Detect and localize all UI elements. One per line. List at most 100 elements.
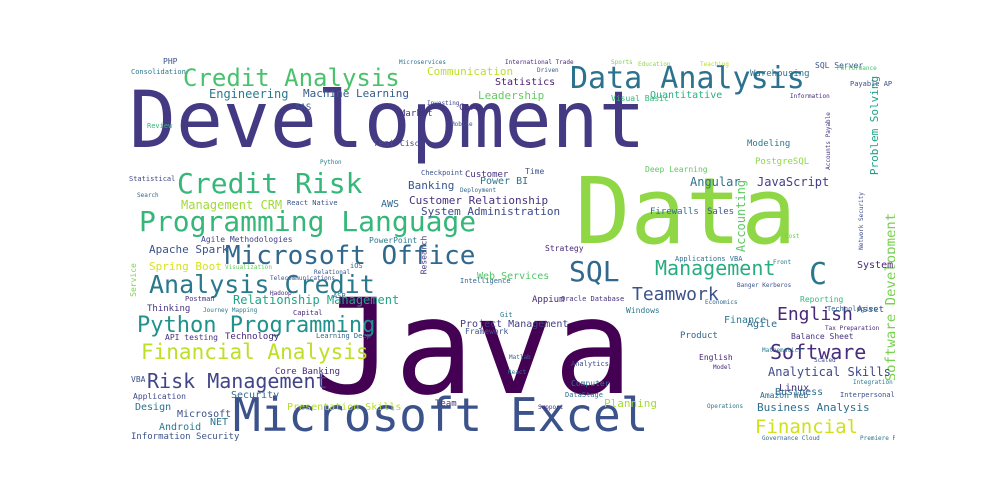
word-sql-server: SQL Server [815,61,864,70]
word-sas: SAS [295,103,312,113]
word-web-services: Web Services [477,271,550,282]
word-telecommunications: Telecommunications [270,275,336,282]
word-ios: iOS [350,262,363,270]
word-relationship-management: Relationship Management [233,293,400,307]
word-amazon-web: Amazon Web [760,391,809,400]
word-international-trade: International Trade [505,59,574,66]
word-sql: SQL [569,255,620,288]
word-visualization: Visualization [225,264,272,271]
word-front: Front [773,259,792,266]
word-product: Product [680,331,718,341]
word-banger-kerberos: Banger Kerberos [737,282,792,289]
word-network-security: Network Security [857,192,865,250]
word-mobile: Mobile [451,121,473,128]
word-interpersonal: Interpersonal [840,391,895,399]
word-analytics: Analytics [571,360,609,368]
word-linux: Linux [779,383,810,394]
word-planning: Planning [604,397,657,410]
word-deep-learning: Deep Learning [645,165,708,174]
word-c: C [809,257,828,292]
word-english: English [777,304,853,325]
word-technology: Technology [225,332,280,342]
word-data-analysis: Data Analysis [570,61,805,96]
word-review: Review [147,122,173,130]
word-system: System [857,260,894,271]
word-scaled: Scaled [814,357,836,364]
word-journey-mapping: Journey Mapping [203,307,258,314]
word-react-native: React Native [287,199,338,207]
word-datastage: DataStage [565,391,603,399]
word-team: Team [435,399,457,409]
word-javascript: JavaScript [757,175,830,189]
word-modeling: Modeling [747,139,791,149]
word-windows: Windows [626,306,660,315]
word-technologies: Technologies [827,305,878,313]
word-agile: Agile [747,319,778,330]
word-hadoop: Hadoop [270,290,292,297]
word-service: Service [128,263,138,297]
word-balance-sheet: Balance Sheet [791,332,854,341]
word-leadership: Leadership [478,89,545,102]
word-application: Application [133,392,186,401]
word-strategy: Strategy [545,244,584,253]
word-business-analysis: Business Analysis [757,401,870,414]
word-project-management: Project Management [460,319,569,330]
word-postgresql: PostgreSQL [755,157,810,167]
word-information-security: Information Security [131,432,240,442]
word-java: Java [315,271,633,425]
word-computer: Computer [571,379,610,388]
word-sports: Sports [611,59,633,66]
word-development: Development [129,76,646,166]
word-financial: Financial [755,416,858,438]
word-integration: Integration [853,379,893,386]
word-api-testing: API testing [165,333,218,342]
word-reporting: Reporting [800,295,844,304]
word-apache-spark: Apache Spark [149,243,229,256]
word-visual-basic: Visual Basic [611,94,669,103]
word-business: Business [775,387,824,398]
word-learning-deep: Learning Deep [316,332,371,340]
word-warehousing: Warehousing [750,69,810,79]
word-microservices: Microservices [399,59,446,66]
word-model: Model [713,364,732,371]
word-security: Security [231,390,280,401]
word-microsoft-excel: Microsoft Excel [233,388,649,442]
word-market: Market [400,109,433,119]
word-thinking: Thinking [147,304,191,314]
word-appium: Appium [532,295,565,305]
word-economics: Economics [705,299,738,306]
word-android: Android [159,422,202,433]
word-git: Git [500,311,513,319]
word-python: Python [320,159,342,166]
word-credit-risk: Credit Risk [177,167,363,200]
word-statistical: Statistical [129,175,176,183]
word-engineering: Engineering [209,87,289,101]
word-capital: Capital [293,309,323,317]
word-oracle-database: Oracle Database [561,295,625,303]
word-information: Information [790,93,830,100]
word-microsoft: Microsoft [177,409,232,420]
word-asset: Asset [857,305,885,315]
word-customer-relationship: Customer Relationship [409,194,549,207]
word-customer: Customer [465,170,509,180]
word-search: Search [137,192,159,199]
word-banking: Banking [408,179,455,192]
word-time: Time [525,167,545,176]
word-cloud: Development Java Data Microsoft Excel Progra… [125,58,895,444]
word-core: Core [459,103,481,113]
word-premiere-pro: Premiere Pro [860,435,895,442]
word-software: Software [770,340,867,364]
word-php: PHP [163,58,178,66]
word-system-administration: System Administration [421,205,561,218]
word-framework: Framework [465,327,509,336]
word-management: Management [655,256,776,280]
word-operations: Operations [707,403,744,410]
word-microsoft-office: Microsoft Office [225,241,476,271]
word-risk-management: Risk Management [147,369,328,393]
word-deployment: Deployment [460,187,497,194]
word-analytical-skills: Analytical Skills [768,365,891,379]
word-postman: Postman [185,295,215,303]
word-credit-analysis: Credit Analysis [183,64,400,92]
word-cost: Cost [785,233,800,240]
word-power-bi: Power BI [480,176,529,187]
